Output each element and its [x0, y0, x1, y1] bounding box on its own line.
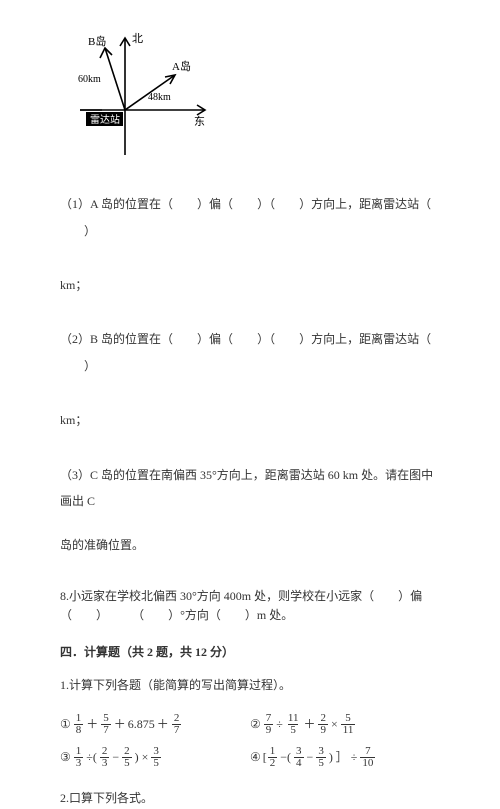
frac: 29	[318, 713, 328, 736]
q2-m3: ）方向上，距离雷达站（	[299, 332, 431, 346]
frac: 18	[74, 713, 84, 736]
label-48km: 48km	[148, 92, 171, 103]
q1-m1: ）偏（	[197, 197, 233, 211]
q2-m1: ）偏（	[197, 332, 233, 346]
question-1: （1）A 岛的位置在（ ）偏（ ）（ ）方向上，距离雷达站（ ）	[60, 191, 440, 244]
label-60km: 60km	[78, 74, 101, 85]
frac: 25	[122, 746, 132, 769]
circ-2: ②	[250, 715, 261, 734]
frac: 27	[172, 713, 182, 736]
question-3: （3）C 岛的位置在南偏西 35°方向上，距离雷达站 60 km 处。请在图中画…	[60, 462, 440, 559]
q8-l2d: ）°方向（	[168, 608, 221, 622]
mental-calc: 2.口算下列各式。	[60, 789, 440, 808]
frac: 79	[264, 713, 274, 736]
q8-l1a: 8.小远家在学校北偏西 30°方向 400m 处，则学校在小远家（	[60, 589, 374, 603]
circ-1: ①	[60, 715, 71, 734]
frac: 35	[151, 746, 161, 769]
q2-m2: ）（	[257, 332, 275, 346]
q2-km: km；	[60, 407, 440, 433]
calc-4: ④ [ 12 −( 34 − 35 ) ］ ÷ 710	[250, 746, 440, 769]
label-north: 北	[132, 32, 143, 45]
circ-3: ③	[60, 748, 71, 767]
radar-diagram: B岛 北 A岛 60km 48km 雷达站 东	[70, 30, 440, 166]
label-a-island: A岛	[172, 59, 191, 73]
circ-4: ④	[250, 748, 261, 767]
frac: 13	[74, 746, 84, 769]
q1-km: km；	[60, 272, 440, 298]
q3-line2: 岛的准确位置。	[60, 532, 440, 558]
q1-prefix: （1）A 岛的位置在（	[60, 197, 173, 211]
question-8: 8.小远家在学校北偏西 30°方向 400m 处，则学校在小远家（ ）偏 （ ）…	[60, 587, 440, 625]
q3-line1: （3）C 岛的位置在南偏西 35°方向上，距离雷达站 60 km 处。请在图中画…	[60, 462, 440, 515]
calc-3: ③ 13 ÷( 23 − 25 ) × 35	[60, 746, 250, 769]
q1-m2: ）（	[257, 197, 275, 211]
calc-1: ① 18 ＋ 57 ＋ 6.875 ＋ 27	[60, 713, 250, 736]
frac: 115	[286, 713, 301, 736]
frac: 35	[316, 746, 326, 769]
label-b-island: B岛	[88, 34, 106, 48]
frac: 511	[341, 713, 356, 736]
frac: 12	[268, 746, 278, 769]
q2-prefix: （2）B 岛的位置在（	[60, 332, 173, 346]
q8-l1b: ）偏	[398, 589, 422, 603]
frac: 23	[100, 746, 110, 769]
q8-l2b: ）	[96, 608, 108, 622]
q1-m3: ）方向上，距离雷达站（	[299, 197, 431, 211]
label-east: 东	[194, 115, 205, 128]
frac: 710	[360, 746, 375, 769]
q8-l2e: ）m 处。	[245, 608, 293, 622]
q1-suffix: ）	[84, 224, 96, 238]
calc-row-1: ① 18 ＋ 57 ＋ 6.875 ＋ 27 ② 79 ÷ 115 ＋ 29 ×…	[60, 713, 440, 736]
q8-l2c: （	[132, 608, 144, 622]
calc-row-2: ③ 13 ÷( 23 − 25 ) × 35 ④ [ 12 −( 34 − 35…	[60, 746, 440, 769]
calc-2: ② 79 ÷ 115 ＋ 29 × 511	[250, 713, 440, 736]
q8-l2a: （	[60, 608, 72, 622]
q2-suffix: ）	[84, 359, 96, 373]
calc-intro: 1.计算下列各题（能简算的写出简算过程）。	[60, 676, 440, 695]
question-2: （2）B 岛的位置在（ ）偏（ ）（ ）方向上，距离雷达站（ ）	[60, 326, 440, 379]
frac: 34	[294, 746, 304, 769]
label-radar: 雷达站	[90, 113, 120, 126]
frac: 57	[101, 713, 111, 736]
section-4-title: 四．计算题（共 2 题，共 12 分）	[60, 643, 440, 662]
